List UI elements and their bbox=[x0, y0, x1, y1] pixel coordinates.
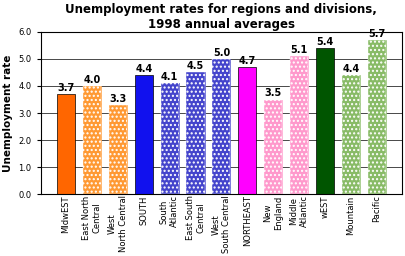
Bar bbox=[342, 75, 360, 194]
Bar bbox=[161, 83, 179, 194]
Bar bbox=[368, 40, 386, 194]
Text: 3.5: 3.5 bbox=[264, 88, 282, 98]
Bar bbox=[212, 59, 230, 194]
Y-axis label: Unemployment rate: Unemployment rate bbox=[3, 54, 13, 172]
Text: 3.7: 3.7 bbox=[58, 83, 75, 93]
Bar bbox=[83, 86, 101, 194]
Bar bbox=[290, 56, 308, 194]
Bar bbox=[212, 59, 230, 194]
Text: 5.0: 5.0 bbox=[213, 48, 230, 58]
Bar bbox=[135, 75, 153, 194]
Bar bbox=[368, 40, 386, 194]
Title: Unemployment rates for regions and divisions,
1998 annual averages: Unemployment rates for regions and divis… bbox=[66, 3, 377, 31]
Bar bbox=[238, 67, 256, 194]
Bar bbox=[57, 94, 75, 194]
Bar bbox=[186, 72, 205, 194]
Bar bbox=[109, 105, 127, 194]
Bar bbox=[316, 48, 334, 194]
Text: 4.5: 4.5 bbox=[187, 61, 204, 71]
Text: 4.0: 4.0 bbox=[83, 75, 100, 85]
Bar bbox=[290, 56, 308, 194]
Text: 5.7: 5.7 bbox=[368, 29, 385, 39]
Text: 5.4: 5.4 bbox=[316, 37, 334, 47]
Bar bbox=[109, 105, 127, 194]
Bar bbox=[83, 86, 101, 194]
Bar bbox=[161, 83, 179, 194]
Bar bbox=[186, 72, 205, 194]
Text: 4.4: 4.4 bbox=[135, 64, 152, 74]
Text: 4.7: 4.7 bbox=[239, 56, 256, 66]
Text: 5.1: 5.1 bbox=[290, 45, 308, 55]
Bar bbox=[264, 100, 282, 194]
Bar bbox=[342, 75, 360, 194]
Text: 3.3: 3.3 bbox=[109, 93, 126, 104]
Text: 4.1: 4.1 bbox=[161, 72, 178, 82]
Bar bbox=[264, 100, 282, 194]
Text: 4.4: 4.4 bbox=[342, 64, 360, 74]
